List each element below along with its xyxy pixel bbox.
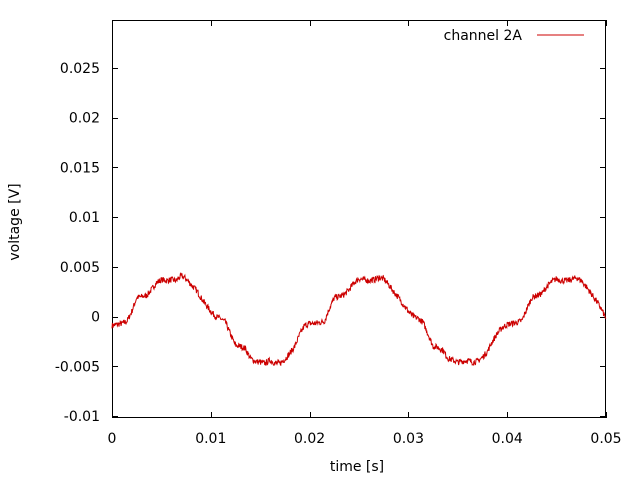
x-tick-label: 0.05 <box>590 431 621 447</box>
x-tick-label: 0 <box>108 431 117 447</box>
x-tick-label: 0.03 <box>393 431 424 447</box>
y-tick-label: -0.01 <box>64 409 100 425</box>
y-tick-label: 0.01 <box>69 210 100 226</box>
legend-label: channel 2A <box>444 28 523 44</box>
plot-frame <box>112 20 606 418</box>
y-tick-label: 0 <box>91 310 100 326</box>
series-layer <box>111 272 607 367</box>
y-tick-label: 0.02 <box>69 111 100 127</box>
legend: channel 2A <box>444 28 584 44</box>
series-line-channel-2a <box>111 272 607 367</box>
x-axis-label: time [s] <box>330 459 384 475</box>
y-tick-label: -0.005 <box>55 359 100 375</box>
x-axis: 0 0.01 0.02 0.03 0.04 0.05 <box>108 20 622 447</box>
x-tick-label: 0.02 <box>294 431 325 447</box>
y-axis: -0.01 -0.005 0 0.005 0.01 0.015 0.02 0.025 <box>55 61 606 425</box>
y-tick-label: 0.015 <box>60 160 100 176</box>
y-axis-label: voltage [V] <box>7 183 23 260</box>
x-tick-label: 0.01 <box>195 431 226 447</box>
y-tick-label: 0.025 <box>60 61 100 77</box>
x-tick-label: 0.04 <box>492 431 523 447</box>
y-tick-label: 0.005 <box>60 260 100 276</box>
